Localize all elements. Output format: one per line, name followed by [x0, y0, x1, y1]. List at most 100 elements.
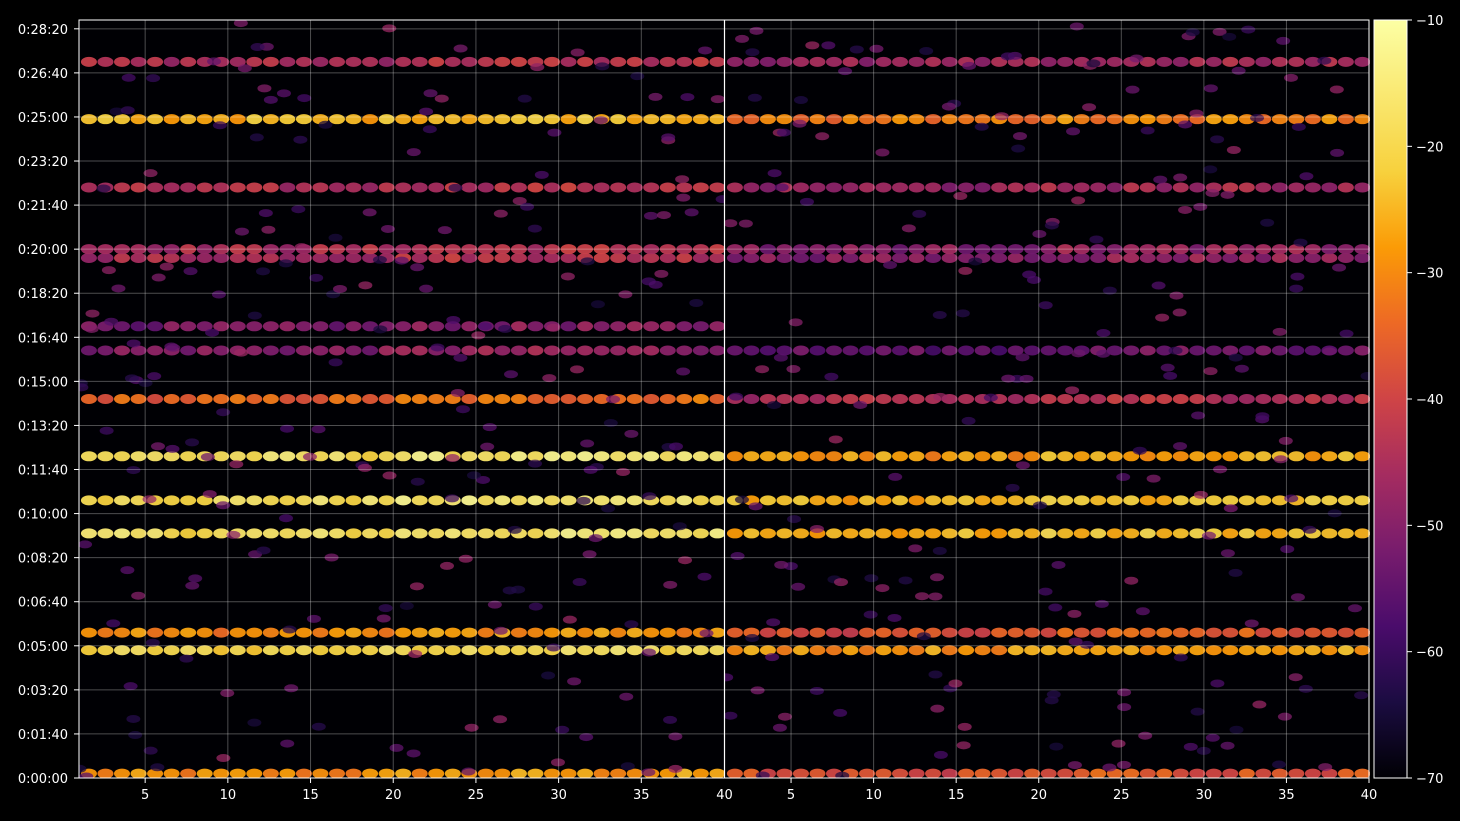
- noise-mark: [1283, 73, 1298, 82]
- band-mark: [461, 182, 478, 193]
- noise-mark: [293, 135, 308, 144]
- band-mark: [527, 321, 544, 332]
- noise-mark: [1229, 725, 1244, 734]
- band-mark: [941, 451, 958, 462]
- noise-mark: [1111, 739, 1126, 748]
- noise-mark: [1096, 329, 1111, 338]
- band-mark: [444, 56, 461, 67]
- band-mark: [1255, 528, 1272, 539]
- noise-mark: [85, 309, 100, 318]
- noise-mark: [445, 494, 460, 503]
- band-mark: [80, 244, 97, 255]
- band-mark: [1255, 252, 1272, 263]
- noise-mark: [434, 94, 449, 103]
- band-mark: [279, 451, 296, 462]
- noise-mark: [1086, 59, 1101, 68]
- band-mark: [477, 768, 494, 778]
- band-mark: [114, 345, 130, 356]
- band-mark: [1255, 451, 1272, 462]
- band-mark: [1007, 252, 1024, 263]
- noise-mark: [291, 205, 306, 214]
- band-mark: [577, 345, 594, 356]
- noise-mark: [280, 739, 295, 748]
- band-mark: [1354, 394, 1370, 404]
- band-mark: [726, 114, 743, 125]
- noise-mark: [159, 262, 174, 271]
- band-mark: [262, 244, 279, 255]
- band-mark: [560, 528, 577, 539]
- band-mark: [908, 451, 925, 462]
- band-mark: [461, 451, 478, 462]
- band-mark: [312, 495, 329, 506]
- noise-mark: [1231, 66, 1246, 75]
- band-mark: [1337, 56, 1354, 67]
- band-mark: [626, 451, 643, 462]
- band-mark: [1288, 451, 1305, 462]
- noise-mark: [1291, 122, 1306, 131]
- noise-mark: [1244, 619, 1259, 628]
- band-mark: [163, 394, 180, 404]
- band-mark: [312, 252, 329, 263]
- band-mark: [1073, 182, 1090, 193]
- band-mark: [991, 645, 1008, 656]
- band-mark: [130, 394, 147, 404]
- noise-mark: [767, 169, 782, 178]
- band-mark: [163, 627, 180, 638]
- band-mark: [726, 345, 743, 356]
- band-mark: [1205, 56, 1222, 67]
- noise-mark: [257, 84, 272, 93]
- noise-mark: [150, 442, 165, 451]
- noise-mark: [668, 442, 683, 451]
- noise-mark: [834, 578, 849, 587]
- colorbar: −70 −60 −50 −40 −30 −20 −10: [1373, 14, 1443, 787]
- axes: [78, 19, 1370, 779]
- band-mark: [1007, 627, 1024, 638]
- band-mark: [776, 345, 793, 356]
- noise-mark: [1049, 742, 1064, 751]
- band-mark: [974, 627, 991, 638]
- noise-mark: [749, 26, 764, 35]
- band-mark: [1337, 345, 1354, 356]
- band-mark: [1288, 768, 1305, 778]
- band-mark: [1238, 252, 1255, 263]
- noise-mark: [512, 196, 527, 205]
- band-mark: [295, 114, 312, 125]
- noise-mark: [1250, 113, 1265, 122]
- noise-mark: [1212, 27, 1227, 36]
- band-mark: [510, 645, 527, 656]
- band-mark: [1057, 768, 1074, 778]
- band-mark: [859, 645, 876, 656]
- band-mark: [792, 495, 809, 506]
- noise-mark: [849, 45, 864, 54]
- band-mark: [295, 528, 312, 539]
- x-tick-label: 5: [141, 788, 149, 803]
- band-mark: [709, 495, 724, 506]
- noise-mark: [675, 175, 690, 184]
- band-mark: [312, 182, 329, 193]
- band-mark: [147, 252, 164, 263]
- band-mark: [1139, 645, 1156, 656]
- noise-mark: [124, 374, 139, 383]
- band-mark: [643, 114, 660, 125]
- band-mark: [726, 645, 743, 656]
- band-mark: [345, 451, 362, 462]
- noise-mark: [901, 224, 916, 233]
- noise-mark: [668, 732, 683, 741]
- band-mark: [246, 768, 263, 778]
- band-mark: [577, 321, 594, 332]
- band-mark: [659, 182, 676, 193]
- noise-mark: [380, 224, 395, 233]
- noise-mark: [956, 741, 971, 750]
- noise-mark: [1298, 684, 1313, 693]
- band-mark: [809, 495, 826, 506]
- noise-mark: [815, 132, 830, 141]
- band-mark: [1337, 645, 1354, 656]
- band-mark: [1172, 627, 1189, 638]
- noise-mark: [234, 227, 249, 236]
- band-mark: [1337, 627, 1354, 638]
- noise-mark: [527, 224, 542, 233]
- band-mark: [246, 244, 263, 255]
- band-mark: [411, 451, 428, 462]
- noise-mark: [1019, 374, 1034, 383]
